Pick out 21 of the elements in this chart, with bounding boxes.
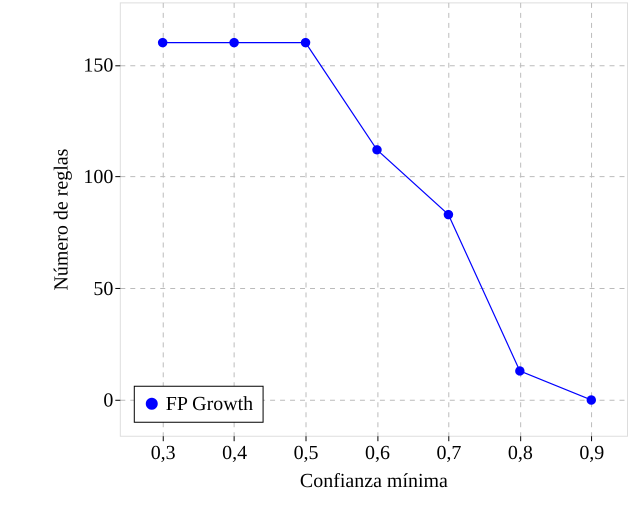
x-tick-label: 0,8: [508, 442, 533, 464]
y-tick-label: 150: [83, 54, 114, 76]
point: [300, 38, 310, 48]
x-tick-label: 0,3: [150, 442, 176, 464]
y-tick-label: 50: [93, 278, 114, 300]
y-axis-title: Número de reglas: [50, 148, 72, 290]
point: [158, 38, 168, 48]
point: [586, 395, 596, 405]
point: [515, 366, 525, 376]
x-tick-label: 0,7: [436, 442, 462, 464]
x-tick-label: 0,9: [579, 442, 604, 464]
legend-label: FP Growth: [166, 392, 254, 415]
x-tick-label: 0,6: [365, 442, 390, 464]
x-axis-title: Confianza mínima: [300, 470, 448, 492]
y-tick-label: 0: [103, 389, 114, 412]
point: [444, 210, 454, 220]
point: [229, 38, 239, 48]
point: [372, 145, 382, 155]
x-tick-label: 0,5: [294, 442, 319, 464]
x-tick-label: 0,4: [222, 442, 248, 464]
y-tick-label: 100: [83, 166, 114, 188]
